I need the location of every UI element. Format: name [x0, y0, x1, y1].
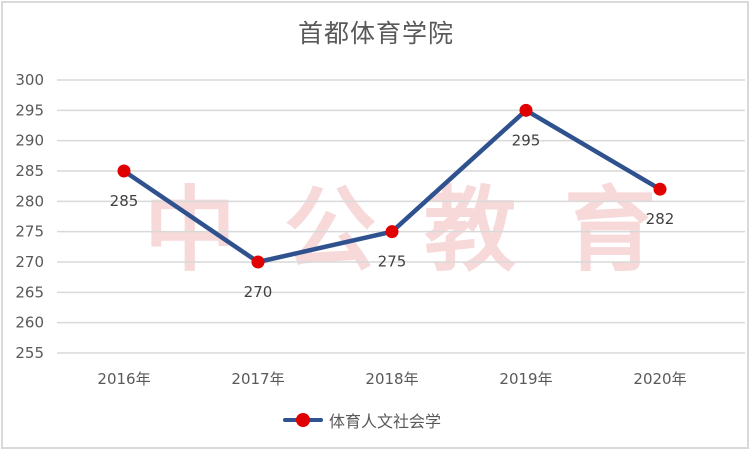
legend: 体育人文社会学 — [283, 408, 441, 432]
y-tick-label: 265 — [15, 283, 44, 301]
x-tick-label: 2017年 — [231, 370, 284, 388]
data-label: 275 — [378, 253, 407, 271]
y-tick-label: 255 — [15, 344, 44, 362]
y-tick-label: 270 — [15, 253, 44, 271]
watermark-char: 教 — [424, 177, 516, 284]
chart-title: 首都体育学院 — [297, 19, 454, 48]
x-tick-label: 2020年 — [633, 370, 686, 388]
x-tick-label: 2018年 — [365, 370, 418, 388]
y-axis-ticks: 300 295 290 285 280 275 270 265 260 255 — [15, 71, 44, 362]
data-point-marker — [519, 103, 533, 117]
y-tick-label: 295 — [15, 101, 44, 119]
legend-label: 体育人文社会学 — [329, 412, 442, 431]
data-label: 282 — [646, 210, 675, 228]
data-label: 270 — [244, 283, 273, 301]
data-point-marker — [117, 164, 131, 178]
y-tick-label: 280 — [15, 192, 44, 210]
data-label: 285 — [110, 192, 139, 210]
y-tick-label: 300 — [15, 71, 44, 89]
x-tick-label: 2019年 — [499, 370, 552, 388]
data-point-marker — [385, 225, 399, 239]
y-tick-label: 275 — [15, 223, 44, 241]
data-labels: 285 270 275 295 282 — [110, 131, 675, 301]
y-tick-label: 290 — [15, 132, 44, 150]
watermark: 中公教育 — [144, 177, 656, 284]
x-axis-ticks: 2016年 2017年 2018年 2019年 2020年 — [97, 370, 686, 388]
watermark-char: 育 — [564, 177, 656, 284]
data-point-marker — [653, 182, 667, 196]
legend-line-marker-icon — [283, 410, 323, 430]
y-tick-label: 260 — [15, 314, 44, 332]
series-line — [117, 103, 667, 269]
x-tick-label: 2016年 — [97, 370, 150, 388]
data-label: 295 — [512, 131, 541, 149]
y-tick-label: 285 — [15, 162, 44, 180]
watermark-char: 公 — [284, 177, 376, 284]
data-point-marker — [251, 255, 265, 269]
